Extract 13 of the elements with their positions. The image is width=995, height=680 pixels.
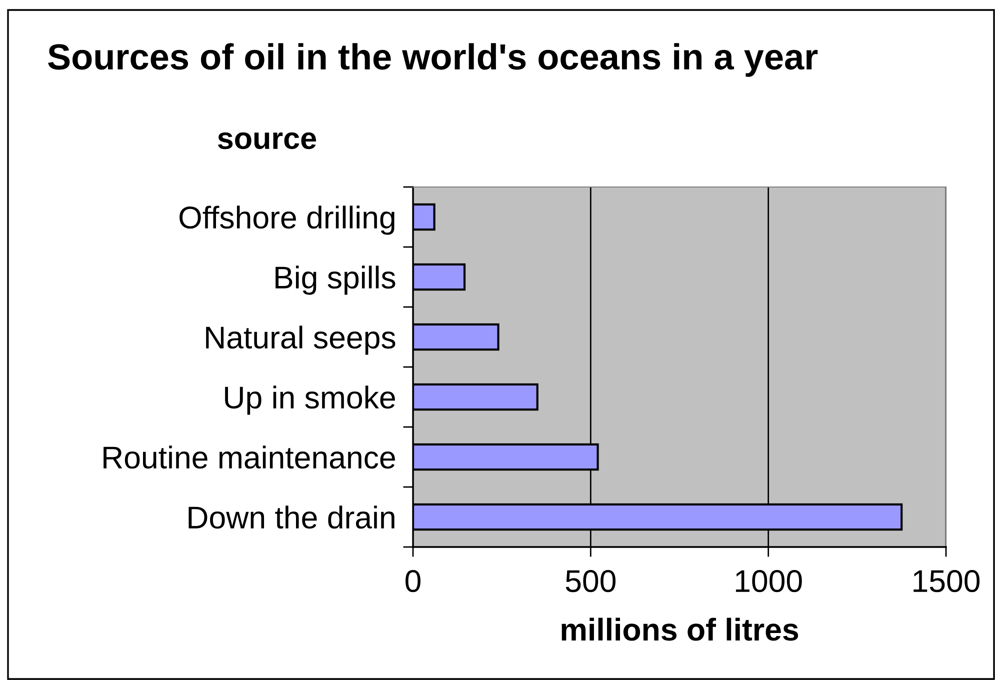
- y-tick-label: Offshore drilling: [180, 206, 394, 235]
- x-tick-label: 1500: [914, 570, 980, 592]
- x-axis-title: millions of litres: [562, 618, 798, 641]
- y-tick-label: Down the drain: [188, 506, 394, 529]
- chart-title: Sources of oil in the world's oceans in a year: [48, 43, 818, 77]
- y-axis-title: source: [218, 132, 316, 150]
- y-tick-label: Natural seeps: [206, 326, 396, 355]
- x-tick-label: 500: [566, 570, 616, 592]
- y-tick-label: Routine maintenance: [104, 446, 395, 469]
- y-tick-label: Up in smoke: [225, 386, 395, 415]
- x-tick-label: 0: [406, 570, 420, 592]
- y-tick-label: Big spills: [276, 266, 396, 295]
- x-tick-label: 1000: [736, 570, 802, 592]
